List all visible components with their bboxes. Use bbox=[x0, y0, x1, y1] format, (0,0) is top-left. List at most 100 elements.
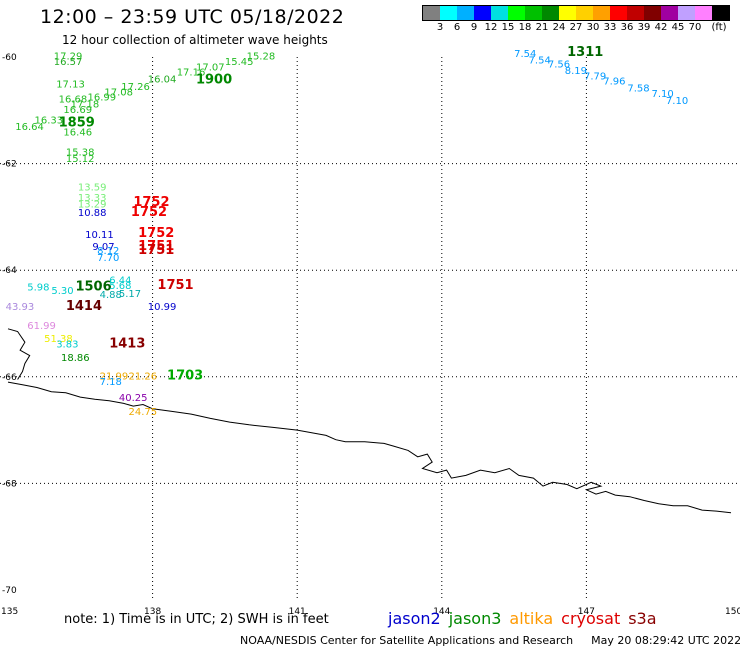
wave-height-label: 15.28 bbox=[247, 52, 276, 63]
time-label: 1859 bbox=[59, 115, 95, 130]
lon-tick-label: 141 bbox=[289, 607, 306, 617]
wave-height-label: 17.13 bbox=[56, 79, 85, 90]
wave-height-label: 5.17 bbox=[119, 289, 141, 300]
wave-height-label: 16.57 bbox=[54, 57, 83, 68]
wave-height-label: 51.38 bbox=[44, 334, 73, 345]
time-label: 1414 bbox=[66, 299, 102, 314]
legend-label: 30 bbox=[586, 22, 600, 33]
legend-label: 27 bbox=[569, 22, 583, 33]
satellite-jason3: jason3 bbox=[448, 609, 502, 628]
wave-height-label: 17.18 bbox=[71, 100, 100, 111]
legend-label: 12 bbox=[484, 22, 498, 33]
footer-note: note: 1) Time is in UTC; 2) SWH is in fe… bbox=[64, 612, 329, 627]
time-label: 1752 bbox=[138, 226, 174, 241]
wave-height-label: 8.19 bbox=[565, 66, 587, 77]
legend-unit: (ft) bbox=[711, 22, 727, 33]
time-label: 1751 bbox=[138, 243, 174, 258]
wave-height-label: 43.93 bbox=[6, 302, 35, 313]
lat-tick-label: -64 bbox=[2, 266, 17, 276]
legend-swatch bbox=[576, 6, 593, 20]
wave-height-label: 24.75 bbox=[129, 407, 158, 418]
legend-swatch bbox=[440, 6, 457, 20]
coastline bbox=[7, 328, 732, 514]
wave-height-label: 13.59 bbox=[78, 182, 107, 193]
legend-label: 6 bbox=[453, 22, 461, 33]
wave-height-label: 9.07 bbox=[92, 242, 114, 253]
map-title: 12:00 – 23:59 UTC 05/18/2022 bbox=[40, 6, 345, 28]
legend-swatch bbox=[423, 6, 440, 20]
wave-height-label: 7.54 bbox=[514, 49, 536, 60]
time-label: 1752 bbox=[133, 195, 169, 210]
wave-height-label: 7.79 bbox=[584, 71, 606, 82]
legend-label: 36 bbox=[620, 22, 634, 33]
wave-height-label: 16.04 bbox=[148, 75, 177, 86]
legend-swatch bbox=[508, 6, 525, 20]
wave-height-label: 5.30 bbox=[51, 286, 73, 297]
legend-swatch bbox=[661, 6, 678, 20]
map-subtitle: 12 hour collection of altimeter wave hei… bbox=[62, 33, 328, 47]
legend-swatch bbox=[712, 6, 729, 20]
coastline-path bbox=[7, 381, 732, 514]
wave-height-label: 7.54 bbox=[529, 55, 551, 66]
wave-height-label: 6.44 bbox=[109, 276, 131, 287]
wave-height-label: 10.88 bbox=[78, 208, 107, 219]
lat-tick-label: -62 bbox=[2, 160, 17, 170]
color-legend: 3 6 9 12 15 18 21 24 27 30 33 36 39 42 45 70 (ft) bbox=[422, 5, 730, 34]
wave-height-label: 13.29 bbox=[78, 199, 107, 210]
wave-height-label: 3.83 bbox=[56, 339, 78, 350]
legend-swatch bbox=[678, 6, 695, 20]
legend-swatch bbox=[491, 6, 508, 20]
lon-tick-label: 135 bbox=[1, 607, 18, 617]
legend-label: 45 bbox=[671, 22, 685, 33]
legend-label: 39 bbox=[637, 22, 651, 33]
legend-label: 33 bbox=[603, 22, 617, 33]
wave-height-label: 4.88 bbox=[100, 290, 122, 301]
satellite-altika: altika bbox=[509, 609, 554, 628]
satellite-cryosat: cryosat bbox=[561, 609, 621, 628]
footer-credit: NOAA/NESDIS Center for Satellite Applica… bbox=[240, 634, 740, 647]
coastline-west-path bbox=[7, 328, 31, 380]
time-label: 1751 bbox=[138, 239, 174, 254]
wave-height-label: 7.70 bbox=[97, 253, 119, 264]
wave-height-label: 8.12 bbox=[97, 246, 119, 257]
legend-label: 15 bbox=[501, 22, 515, 33]
time-label: 1506 bbox=[75, 279, 111, 294]
time-label: 1413 bbox=[109, 336, 145, 351]
wave-height-label: 15.12 bbox=[66, 154, 95, 165]
wave-height-label: 17.16 bbox=[177, 68, 206, 79]
time-label: 1900 bbox=[196, 73, 232, 88]
wave-height-label: 7.56 bbox=[548, 60, 570, 71]
wave-height-label: 5.98 bbox=[27, 282, 49, 293]
satellite-legend: jason2 jason3 altika cryosat s3a bbox=[388, 609, 665, 628]
legend-swatch bbox=[559, 6, 576, 20]
wave-height-label: 18.86 bbox=[61, 353, 90, 364]
wave-height-label: 7.10 bbox=[666, 96, 688, 107]
satellite-jason2: jason2 bbox=[388, 609, 441, 628]
legend-label: 3 bbox=[436, 22, 444, 33]
time-label: 1703 bbox=[167, 368, 203, 383]
legend-swatch bbox=[644, 6, 661, 20]
legend-swatch bbox=[610, 6, 627, 20]
wave-height-label: 16.68 bbox=[59, 94, 88, 105]
wave-height-label: 5.68 bbox=[109, 281, 131, 292]
legend-label: 9 bbox=[470, 22, 478, 33]
wave-height-label: 7.96 bbox=[603, 77, 625, 88]
wave-height-label: 7.18 bbox=[100, 377, 122, 388]
wave-height-label: 17.07 bbox=[196, 62, 225, 73]
credit-text: NOAA/NESDIS Center for Satellite Applica… bbox=[240, 634, 574, 647]
lat-tick-label: -66 bbox=[2, 373, 17, 383]
wave-height-label: 15.38 bbox=[66, 148, 95, 159]
satellite-s3a: s3a bbox=[628, 609, 657, 628]
legend-swatch bbox=[627, 6, 644, 20]
generated-time: May 20 08:29:42 UTC 2022 bbox=[591, 634, 740, 647]
lat-tick-label: -60 bbox=[2, 53, 17, 63]
legend-swatch bbox=[457, 6, 474, 20]
graticule bbox=[0, 57, 740, 600]
legend-labels: 3 6 9 12 15 18 21 24 27 30 33 36 39 42 45 70 (ft) bbox=[422, 22, 730, 34]
wave-height-label: 15.45 bbox=[225, 57, 254, 68]
wave-height-label: 10.11 bbox=[85, 230, 114, 241]
wave-height-label: 13.33 bbox=[78, 193, 107, 204]
time-label: 1752 bbox=[131, 205, 167, 220]
